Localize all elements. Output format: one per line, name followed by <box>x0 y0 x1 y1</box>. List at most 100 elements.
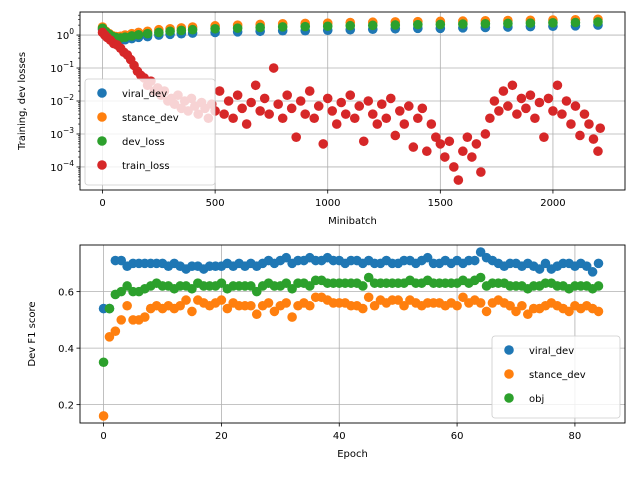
data-point <box>462 132 473 142</box>
data-point <box>336 97 347 108</box>
data-point <box>345 20 356 31</box>
data-point <box>286 103 297 114</box>
data-point <box>219 109 229 119</box>
series-stance_dev <box>98 292 604 421</box>
legend-label-train_loss: train_loss <box>122 161 170 172</box>
data-point <box>304 300 315 311</box>
data-point <box>561 96 572 106</box>
data-point <box>498 86 509 96</box>
data-point <box>381 113 392 124</box>
data-point <box>475 272 486 283</box>
data-point <box>255 106 265 116</box>
data-point <box>340 109 351 119</box>
data-point <box>435 19 446 30</box>
legend: viral_dev stance_dev dev_loss train_loss <box>84 78 216 186</box>
data-point <box>282 90 292 100</box>
data-point <box>548 106 558 116</box>
y-tick-label-2: 0.6 <box>58 288 74 299</box>
data-point <box>566 119 576 129</box>
data-point <box>453 175 464 185</box>
data-point <box>98 411 109 421</box>
legend-label-stance_dev: stance_dev <box>122 113 179 124</box>
data-point <box>300 109 311 119</box>
data-point <box>449 162 459 172</box>
data-point <box>525 90 536 100</box>
x-tick-label-3: 1500 <box>428 198 453 209</box>
legend-marker-dev_loss <box>97 136 107 146</box>
data-point <box>268 63 279 73</box>
data-point <box>440 152 450 162</box>
data-point <box>413 19 423 30</box>
data-point <box>390 20 401 30</box>
data-point <box>458 19 468 29</box>
data-point <box>327 106 338 116</box>
x-tick-label-2: 1000 <box>315 198 340 209</box>
data-point <box>408 142 419 152</box>
legend-marker-viral_dev <box>97 88 107 98</box>
data-point <box>277 22 288 32</box>
y-tick-label-1: 0.4 <box>58 344 74 355</box>
data-point <box>264 109 274 119</box>
data-point <box>390 130 401 141</box>
legend-label-stance_dev: stance_dev <box>529 370 586 381</box>
data-point <box>246 300 256 311</box>
data-point <box>593 281 604 291</box>
data-point <box>435 139 446 149</box>
data-point <box>237 103 247 114</box>
data-point <box>313 101 324 111</box>
data-point <box>469 255 480 266</box>
data-point <box>376 99 387 109</box>
data-point <box>512 109 522 119</box>
data-point <box>363 292 374 303</box>
data-point <box>579 109 590 119</box>
data-point <box>304 86 315 96</box>
x-axis-label: Minibatch <box>328 216 377 227</box>
data-point <box>259 93 270 104</box>
x-tick-label-0: 0 <box>100 431 106 442</box>
top-loss-plot: 0 500 1000 1500 2000 10−4 10−3 10−2 10−1 100 Minib… <box>17 11 626 227</box>
data-point <box>287 312 297 322</box>
data-point <box>458 146 468 157</box>
data-point <box>431 132 441 142</box>
data-point <box>367 20 378 31</box>
data-point <box>251 309 262 320</box>
data-point <box>467 152 477 162</box>
data-point <box>413 113 423 124</box>
data-point <box>507 80 518 91</box>
data-point <box>331 119 342 129</box>
x-axis-label: Epoch <box>337 449 368 460</box>
data-point <box>475 298 486 308</box>
data-point <box>116 315 127 325</box>
data-point <box>552 80 563 91</box>
bottom-f1-plot: 0 20 40 60 80 0.2 0.4 0.6 Epoch Dev F1 score viral… <box>27 244 626 460</box>
data-point <box>525 18 536 28</box>
data-point <box>187 306 197 317</box>
data-point <box>140 312 150 322</box>
legend-box <box>84 78 216 186</box>
data-point <box>358 281 368 291</box>
x-tick-label-2: 40 <box>333 431 346 442</box>
data-point <box>142 28 153 39</box>
data-point <box>426 119 437 129</box>
x-tick-label-3: 60 <box>451 431 464 442</box>
data-point <box>263 298 274 308</box>
data-point <box>481 306 492 317</box>
y-tick-label-3: 10−1 <box>50 60 74 75</box>
legend-marker-train_loss <box>97 160 107 170</box>
data-point <box>543 93 554 104</box>
data-point <box>494 106 504 116</box>
y-tick-label-0: 0.2 <box>58 401 74 412</box>
x-tick-label-0: 0 <box>99 198 105 209</box>
legend-marker-stance_dev <box>97 112 107 122</box>
data-point <box>187 24 198 35</box>
data-point <box>584 119 594 129</box>
data-point <box>588 134 599 144</box>
data-point <box>154 27 164 38</box>
data-point <box>110 326 121 336</box>
legend-marker-obj <box>504 393 514 403</box>
series-viral_dev <box>98 247 604 314</box>
data-point <box>358 136 369 147</box>
legend-label-dev_loss: dev_loss <box>122 137 165 148</box>
data-point <box>422 146 432 157</box>
